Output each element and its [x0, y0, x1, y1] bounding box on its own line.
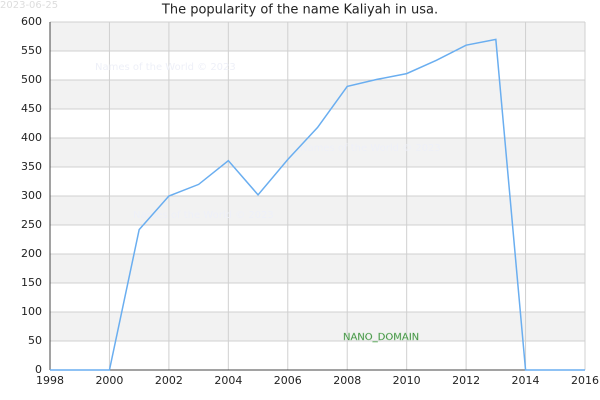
chart-title: The popularity of the name Kaliyah in us…	[161, 3, 438, 18]
band	[50, 196, 585, 225]
x-tick-label: 2016	[571, 374, 599, 387]
band	[50, 254, 585, 283]
y-tick-label: 400	[21, 131, 42, 144]
data-line	[50, 38, 585, 371]
y-tick-label: 150	[21, 276, 42, 289]
x-tick-label: 2012	[452, 374, 480, 387]
band	[50, 22, 585, 51]
y-tick-label: 250	[21, 218, 42, 231]
band	[50, 138, 585, 167]
x-tick-label: 2004	[214, 374, 242, 387]
y-tick-label: 350	[21, 160, 42, 173]
x-tick-label: 1998	[36, 374, 64, 387]
x-tick-label: 2014	[512, 374, 540, 387]
y-tick-label: 100	[21, 305, 42, 318]
annotation: NANO_DOMAIN	[343, 332, 419, 343]
y-tick-label: 50	[28, 334, 42, 347]
watermark: Names of the World © 2023	[95, 62, 236, 73]
y-tick-label: 550	[21, 44, 42, 57]
y-tick-label: 450	[21, 102, 42, 115]
band	[50, 80, 585, 109]
y-tick-label: 300	[21, 189, 42, 202]
x-tick-label: 2008	[333, 374, 361, 387]
y-tick-label: 0	[35, 363, 42, 376]
y-tick-label: 500	[21, 73, 42, 86]
x-tick-label: 2002	[155, 374, 183, 387]
watermark: Names of the World © 2023	[300, 143, 441, 154]
watermark: Names of the World © 2023	[133, 210, 274, 221]
y-tick-label: 200	[21, 247, 42, 260]
x-tick-label: 2010	[393, 374, 421, 387]
x-tick-label: 2006	[274, 374, 302, 387]
band	[50, 312, 585, 341]
y-tick-label: 600	[21, 15, 42, 28]
date-stamp: 2023-06-25	[0, 0, 58, 11]
x-tick-label: 2000	[95, 374, 123, 387]
